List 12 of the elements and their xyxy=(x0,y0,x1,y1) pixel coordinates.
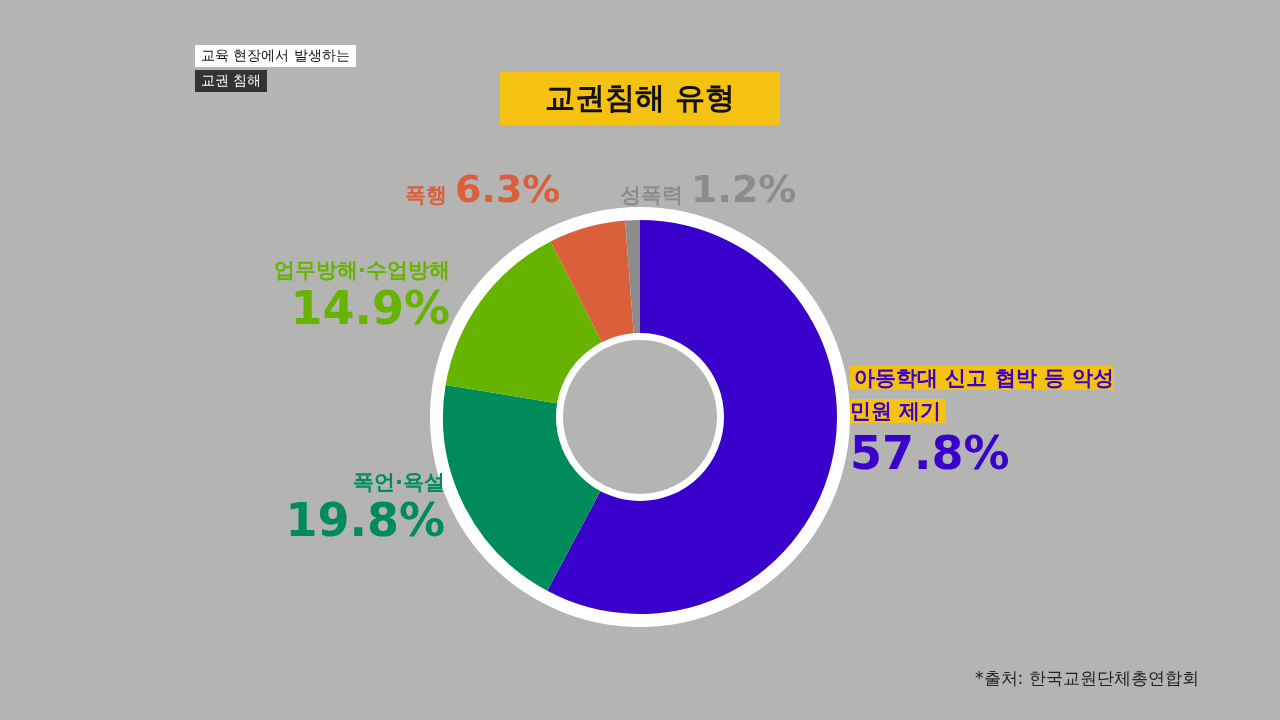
data-label: 19.8% xyxy=(285,493,445,548)
slice-label: 아동학대 신고 협박 등 악성민원 제기 xyxy=(850,366,1115,423)
slice-label: 폭언·욕설 xyxy=(353,470,445,494)
data-label: 14.9% xyxy=(289,281,450,336)
chart-title: 교권침해 유형 xyxy=(500,72,780,125)
text: 교권 침해 xyxy=(195,70,268,92)
data-label: 57.8% xyxy=(850,426,1011,481)
slice-label: 폭행 xyxy=(405,183,447,207)
data-label: 6.3% xyxy=(455,167,561,211)
text: 교육 현장에서 발생하는 xyxy=(195,45,356,67)
text: *출처: 한국교원단체총연합회 xyxy=(975,667,1199,690)
slice-label: 업무방해·수업방해 xyxy=(274,258,450,282)
